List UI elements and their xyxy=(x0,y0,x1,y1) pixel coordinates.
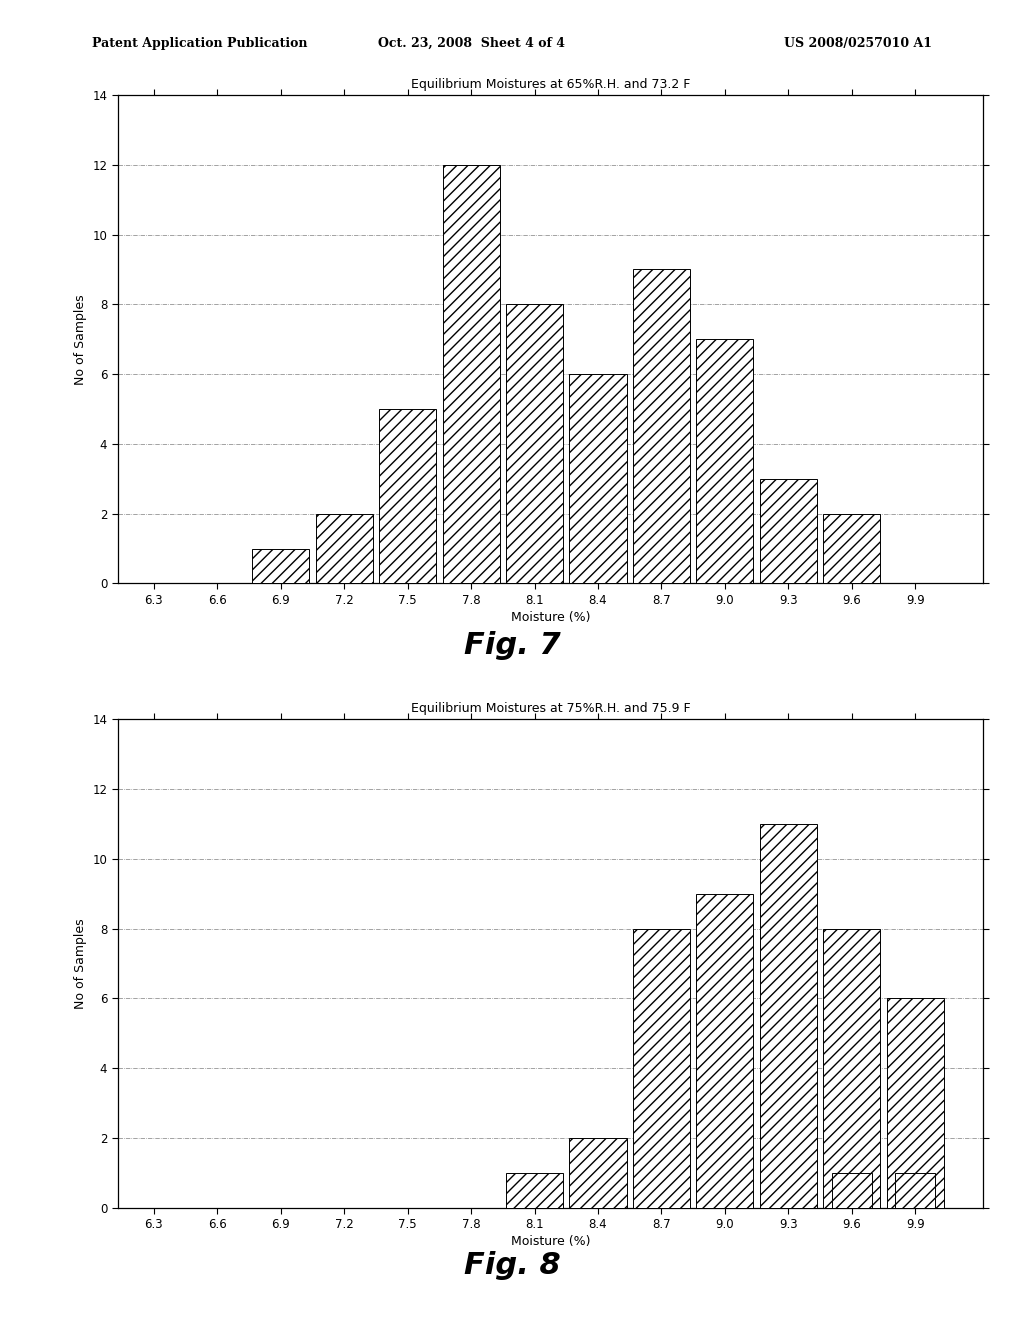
Text: Fig. 8: Fig. 8 xyxy=(464,1251,560,1280)
Text: Fig. 7: Fig. 7 xyxy=(464,631,560,660)
Bar xyxy=(569,1138,627,1208)
Text: Patent Application Publication: Patent Application Publication xyxy=(92,37,307,50)
Text: US 2008/0257010 A1: US 2008/0257010 A1 xyxy=(783,37,932,50)
Bar xyxy=(379,409,436,583)
Y-axis label: No of Samples: No of Samples xyxy=(74,294,87,384)
Bar xyxy=(506,1173,563,1208)
Bar xyxy=(823,929,881,1208)
Bar xyxy=(252,549,309,583)
Bar xyxy=(760,824,817,1208)
Bar xyxy=(895,1173,935,1208)
Bar xyxy=(760,479,817,583)
X-axis label: Moisture (%): Moisture (%) xyxy=(511,1236,590,1249)
X-axis label: Moisture (%): Moisture (%) xyxy=(511,611,590,624)
Bar xyxy=(823,513,881,583)
Bar xyxy=(315,513,373,583)
Title: Equilibrium Moistures at 75%R.H. and 75.9 F: Equilibrium Moistures at 75%R.H. and 75.… xyxy=(411,702,690,715)
Bar xyxy=(442,165,500,583)
Bar xyxy=(633,269,690,583)
Bar xyxy=(887,998,944,1208)
Bar xyxy=(696,894,754,1208)
Bar xyxy=(506,305,563,583)
Text: Oct. 23, 2008  Sheet 4 of 4: Oct. 23, 2008 Sheet 4 of 4 xyxy=(378,37,564,50)
Bar xyxy=(569,374,627,583)
Bar xyxy=(831,1173,871,1208)
Bar xyxy=(633,929,690,1208)
Y-axis label: No of Samples: No of Samples xyxy=(74,919,87,1008)
Bar xyxy=(696,339,754,583)
Title: Equilibrium Moistures at 65%R.H. and 73.2 F: Equilibrium Moistures at 65%R.H. and 73.… xyxy=(411,78,690,91)
